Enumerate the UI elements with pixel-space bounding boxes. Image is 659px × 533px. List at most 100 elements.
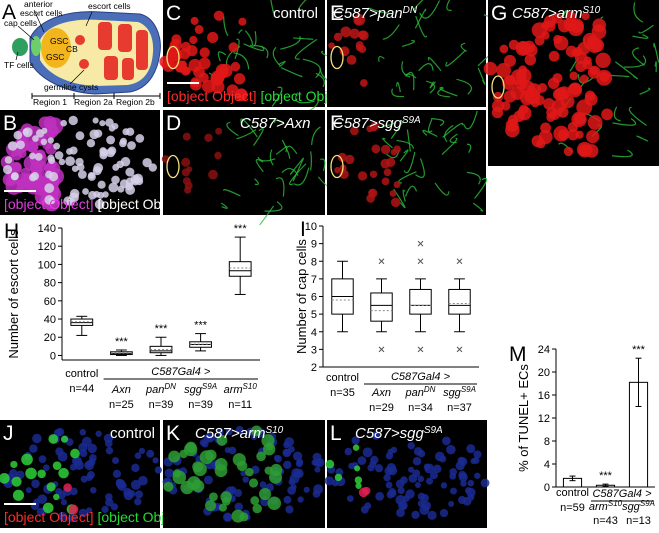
- cell: [388, 488, 397, 496]
- cell: [25, 467, 37, 480]
- cell: [407, 442, 415, 450]
- category-text: Axn: [111, 384, 131, 396]
- membrane: [639, 87, 651, 95]
- cell: [105, 118, 114, 127]
- box: [448, 288, 471, 315]
- membrane: [612, 118, 637, 126]
- cell: [82, 188, 89, 195]
- region-label: Region 2b: [116, 97, 155, 107]
- cell: [88, 458, 96, 466]
- image-title-text: C587>pan: [333, 5, 403, 22]
- cell: [503, 90, 517, 103]
- y-tick-label: 4: [544, 459, 550, 471]
- membrane: [437, 87, 451, 98]
- cell: [340, 26, 352, 38]
- cell: [13, 130, 23, 140]
- membrane: [607, 74, 630, 78]
- cell: [199, 450, 214, 465]
- membrane: [462, 110, 478, 130]
- panel-label: F: [330, 112, 343, 135]
- image-title-text: control: [110, 425, 155, 442]
- cyst: [122, 58, 134, 80]
- membrane: [253, 127, 264, 146]
- cell: [214, 151, 222, 160]
- category-sup: DN: [424, 385, 436, 394]
- cell: [108, 182, 119, 193]
- image-title-text: C587>arm: [512, 5, 582, 22]
- cell: [209, 492, 218, 502]
- cell: [375, 491, 385, 501]
- cell: [464, 487, 472, 494]
- cell: [513, 110, 525, 123]
- membrane: [281, 139, 291, 159]
- cell: [369, 460, 377, 468]
- cell: [163, 481, 174, 492]
- cell: [547, 77, 560, 90]
- outlier: [417, 258, 424, 265]
- cell: [314, 466, 321, 473]
- y-tick-label: 140: [38, 223, 56, 235]
- cell: [135, 490, 144, 499]
- membrane: [446, 0, 452, 11]
- n-label: n=37: [447, 402, 472, 414]
- outlier: [417, 240, 424, 247]
- cell: [290, 483, 297, 490]
- cell: [239, 512, 249, 522]
- cell: [357, 171, 368, 181]
- membrane: [477, 67, 486, 85]
- tf-cells: [12, 38, 28, 56]
- cell: [54, 151, 64, 160]
- membrane: [220, 202, 228, 209]
- image-title-sup: DN: [403, 5, 418, 16]
- cell: [208, 169, 218, 180]
- cell: [46, 482, 56, 492]
- cell: [25, 487, 32, 494]
- cyst: [118, 24, 132, 52]
- membrane: [270, 0, 275, 14]
- membrane: [445, 49, 466, 67]
- diagram-label: germline cysts: [44, 82, 98, 92]
- category-sup: S10: [243, 382, 258, 391]
- panel-label: I: [300, 218, 306, 241]
- cell: [216, 434, 228, 446]
- cell: [568, 20, 584, 37]
- cyst: [75, 35, 85, 45]
- cell: [595, 52, 611, 68]
- niche-outline: [166, 154, 180, 179]
- cell: [32, 135, 39, 142]
- membrane: [401, 61, 411, 78]
- cell: [242, 476, 249, 483]
- cell: [586, 129, 600, 144]
- cell: [60, 499, 68, 506]
- significance: ***: [234, 223, 248, 235]
- n-label: n=39: [149, 399, 174, 411]
- image-title-text: C587>sgg: [355, 425, 424, 442]
- cell: [288, 478, 296, 486]
- outlier: [378, 346, 385, 353]
- cell: [226, 84, 239, 97]
- category-text: pan: [145, 384, 164, 396]
- cell: [112, 469, 122, 478]
- significance: ***: [194, 320, 208, 332]
- x-tick-label: sggS9A: [443, 385, 476, 400]
- cell: [185, 441, 197, 453]
- cell: [466, 444, 476, 454]
- x-tick-label: sggS9A: [622, 499, 655, 514]
- panel-label: M: [509, 343, 527, 366]
- cell: [105, 446, 114, 455]
- cell: [417, 475, 425, 483]
- cell: [15, 172, 32, 189]
- y-tick-label: 6: [311, 292, 317, 304]
- cell: [450, 487, 457, 495]
- cell: [127, 490, 136, 498]
- cell: [313, 458, 322, 467]
- cell: [368, 188, 378, 198]
- cell: [523, 40, 536, 53]
- cell: [76, 163, 85, 171]
- cell: [230, 61, 241, 72]
- micrograph: [327, 0, 497, 107]
- cell: [360, 79, 368, 87]
- cell: [190, 16, 199, 25]
- micrograph: [162, 420, 325, 528]
